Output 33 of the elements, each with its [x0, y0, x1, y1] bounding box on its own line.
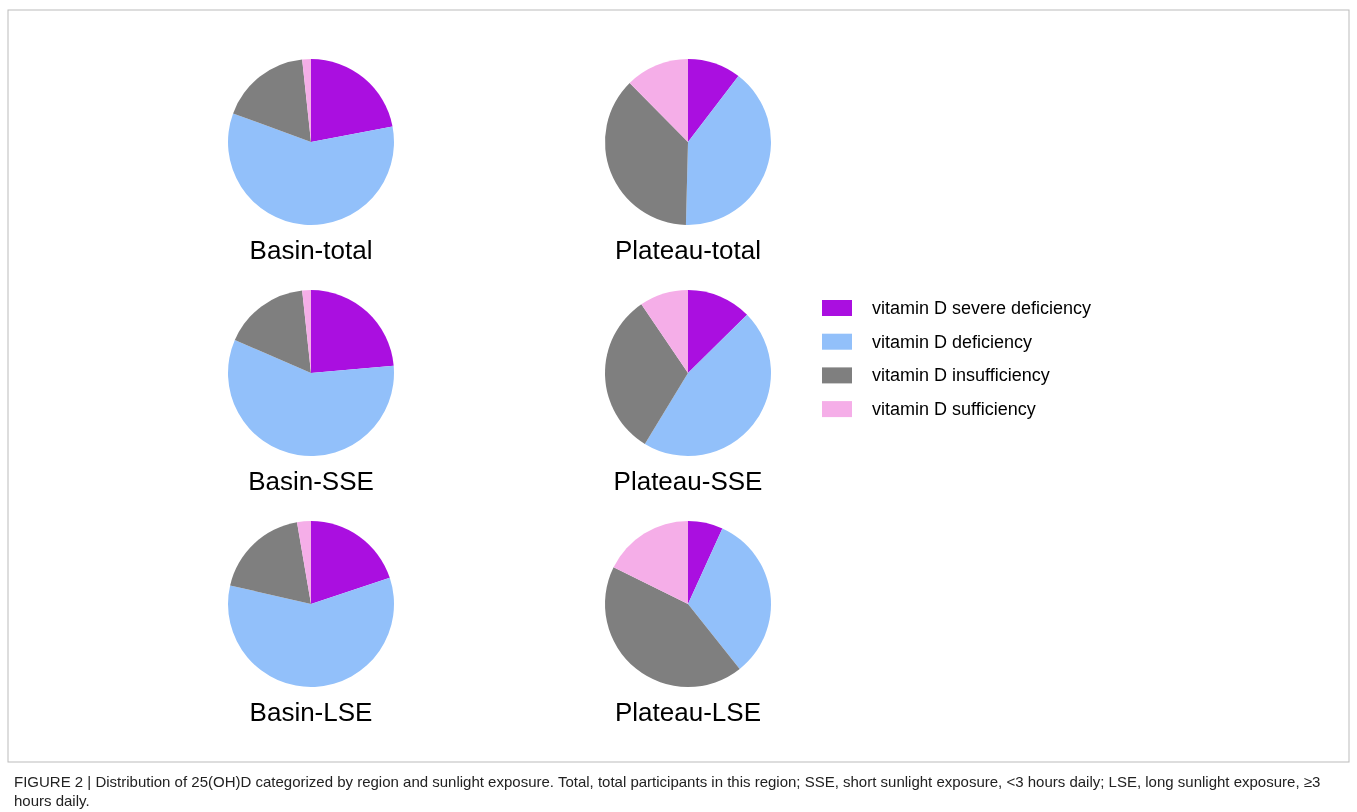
text: Basin-LSE [249, 697, 373, 727]
pie-slice [644, 314, 771, 456]
pie-slice [629, 59, 688, 142]
pie-slice [296, 521, 311, 604]
text: Plateau-LSE [615, 697, 761, 727]
pie-slice [311, 59, 393, 142]
pie-slice [688, 521, 723, 604]
pie-slice [234, 290, 311, 373]
pie-slice [605, 82, 688, 225]
pie-slice [613, 521, 688, 604]
text: Basin-total [249, 235, 373, 265]
pie-slice [311, 290, 394, 373]
pie-slice [230, 522, 311, 604]
pie-slice [228, 340, 394, 456]
pie-slice [641, 290, 688, 373]
pie-slice [228, 113, 394, 225]
pie-slice [605, 304, 688, 444]
pie-slice [233, 59, 311, 142]
pie-slice [688, 290, 748, 373]
pie-slice [685, 76, 771, 225]
pie-slice [605, 567, 740, 687]
text: Plateau-SSE [613, 466, 763, 496]
text: Basin-SSE [248, 466, 374, 496]
pie-slice [228, 577, 394, 687]
pie-slice [311, 521, 390, 604]
legend-label: vitamin D severe deficiency [872, 298, 1092, 318]
text: Plateau-total [615, 235, 761, 265]
pie-slice [688, 59, 739, 142]
caption: FIGURE 2 | Distribution of 25(OH)D categorized by region and sunlight exposure. Total, total participants in this region; SSE, short sunlight exposure, <3 hours daily; LSE, long sunlight exposure, ≥3 hours daily. [14, 772, 1322, 810]
legend-label: vitamin D insufficiency [872, 365, 1050, 386]
pie-slice [688, 528, 771, 669]
legend-label: vitamin D deficiency [872, 331, 1033, 352]
legend-label: vitamin D sufficiency [872, 399, 1036, 420]
